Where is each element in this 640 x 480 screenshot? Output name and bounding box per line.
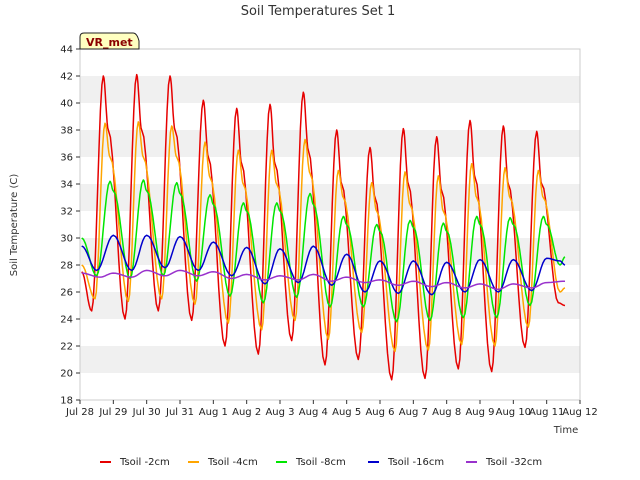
legend-label: Tsoil -8cm (295, 457, 346, 468)
y-axis-ticks: 18 20 22 24 26 28 30 32 34 36 38 40 42 44 (60, 45, 80, 407)
legend-label: Tsoil -32cm (485, 457, 542, 468)
x-axis-label: Time (553, 425, 578, 436)
chart-title: Soil Temperatures Set 1 (241, 4, 396, 19)
y-axis-label: Soil Temperature (C) (9, 174, 20, 277)
y-tick-label: 30 (60, 234, 73, 245)
grid-band (80, 76, 580, 103)
series-line-tsoil-8cm (81, 179, 566, 323)
x-tick-label: Aug 9 (465, 407, 494, 418)
x-tick-label: Aug 3 (265, 407, 294, 418)
series-line-tsoil-16cm (81, 234, 566, 296)
x-tick-label: Aug 10 (496, 407, 531, 418)
plot-area-border (79, 48, 581, 401)
x-tick-label: Aug 11 (529, 407, 564, 418)
y-tick-label: 18 (60, 396, 73, 407)
legend: Tsoil -2cm Tsoil -4cm Tsoil -8cm Tsoil -16c… (100, 457, 542, 468)
badge-label: VR_met (86, 36, 133, 49)
series-line-tsoil-4cm (81, 121, 566, 353)
y-tick-label: 42 (60, 72, 73, 83)
legend-label: Tsoil -16cm (387, 457, 444, 468)
vr-met-badge: VR_met (79, 32, 140, 50)
x-tick-label: Jul 29 (98, 407, 127, 418)
x-tick-label: Aug 7 (399, 407, 428, 418)
x-axis-ticks: Jul 28 Jul 29 Jul 30 Jul 31 Aug 1 Aug 2 Aug 3 A… (65, 400, 598, 418)
y-tick-label: 26 (60, 288, 73, 299)
x-tick-label: Aug 4 (299, 407, 328, 418)
x-tick-label: Aug 12 (562, 407, 597, 418)
y-tick-label: 36 (60, 153, 73, 164)
x-tick-label: Aug 5 (332, 407, 361, 418)
y-tick-label: 20 (60, 369, 73, 380)
x-tick-label: Aug 2 (232, 407, 261, 418)
grid-band (80, 346, 580, 373)
y-tick-label: 22 (60, 342, 73, 353)
grid-band (80, 184, 580, 211)
y-tick-label: 32 (60, 207, 73, 218)
x-tick-label: Jul 31 (165, 407, 194, 418)
y-tick-label: 34 (60, 180, 73, 191)
series-lines (81, 73, 566, 381)
grid-band (80, 130, 580, 157)
x-tick-label: Jul 30 (132, 407, 161, 418)
x-tick-label: Jul 28 (65, 407, 94, 418)
legend-label: Tsoil -2cm (119, 457, 170, 468)
y-tick-label: 28 (60, 261, 73, 272)
y-tick-label: 38 (60, 126, 73, 137)
series-line-tsoil-32cm (81, 269, 566, 291)
x-tick-label: Aug 6 (365, 407, 394, 418)
y-tick-label: 40 (60, 99, 73, 110)
y-tick-label: 44 (60, 45, 73, 56)
series-line-tsoil-2cm (81, 73, 566, 381)
legend-label: Tsoil -4cm (207, 457, 258, 468)
x-tick-label: Aug 1 (199, 407, 228, 418)
x-tick-label: Aug 8 (432, 407, 461, 418)
y-tick-label: 24 (60, 315, 73, 326)
